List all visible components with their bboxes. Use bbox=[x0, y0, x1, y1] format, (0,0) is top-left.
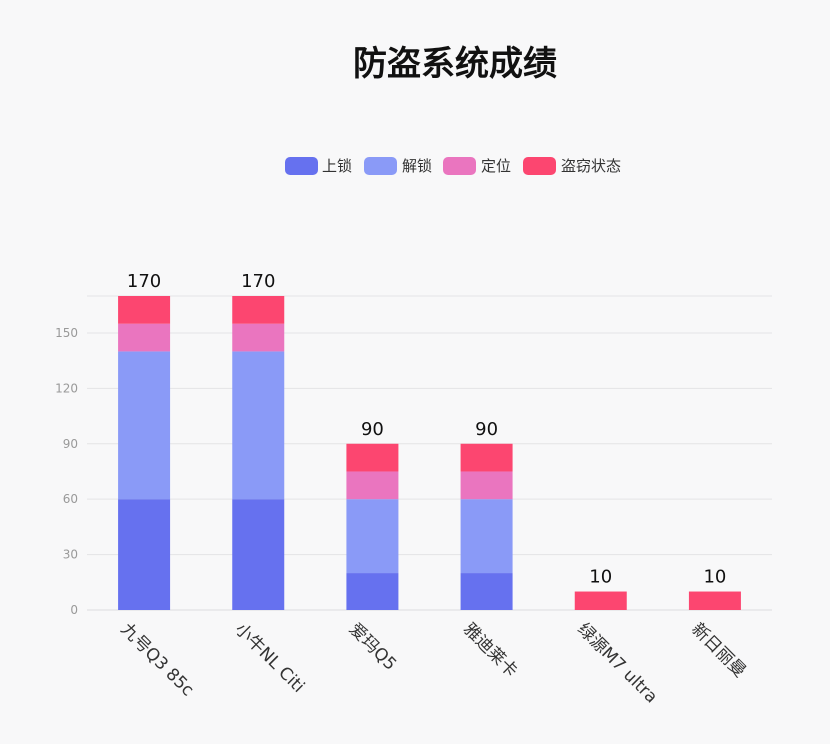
bar-3-3[interactable] bbox=[460, 443, 513, 472]
bar-1-3[interactable] bbox=[232, 296, 285, 324]
x-tick-label-1: 小牛NL Citi bbox=[231, 619, 308, 696]
legend-swatch-0[interactable] bbox=[285, 157, 318, 175]
bar-3-0[interactable] bbox=[460, 573, 513, 610]
y-tick-label-150: 150 bbox=[55, 326, 78, 340]
y-tick-label-30: 30 bbox=[63, 548, 78, 562]
bar-2-3[interactable] bbox=[346, 443, 399, 472]
bars bbox=[118, 296, 741, 610]
total-label-2: 90 bbox=[361, 419, 384, 440]
y-tick-label-120: 120 bbox=[55, 381, 78, 395]
x-tick-label-3: 雅迪莱卡 bbox=[459, 619, 521, 681]
y-tick-label-0: 0 bbox=[70, 603, 78, 617]
legend-label-1[interactable]: 解锁 bbox=[402, 157, 432, 175]
bar-2-1[interactable] bbox=[346, 499, 399, 574]
bar-0-3[interactable] bbox=[118, 296, 171, 324]
bar-0-0[interactable] bbox=[118, 499, 171, 610]
bar-0-1[interactable] bbox=[118, 351, 171, 500]
x-tick-label-2: 爱玛Q5 bbox=[345, 619, 400, 674]
legend-swatch-1[interactable] bbox=[364, 157, 397, 175]
y-tick-label-90: 90 bbox=[63, 437, 78, 451]
x-tick-label-4: 绿源M7 ultra bbox=[573, 619, 661, 707]
bar-3-1[interactable] bbox=[460, 499, 513, 574]
bar-2-2[interactable] bbox=[346, 471, 399, 500]
bar-5-3[interactable] bbox=[688, 591, 741, 610]
bar-1-2[interactable] bbox=[232, 323, 285, 352]
total-label-1: 170 bbox=[241, 271, 275, 292]
bar-1-0[interactable] bbox=[232, 499, 285, 610]
x-tick-label-5: 新日丽曼 bbox=[687, 619, 749, 681]
y-axis: 0 30 60 90 120 150 bbox=[55, 326, 78, 617]
legend-swatch-3[interactable] bbox=[523, 157, 556, 175]
legend-swatch-2[interactable] bbox=[443, 157, 476, 175]
grid bbox=[87, 295, 772, 611]
bar-2-0[interactable] bbox=[346, 573, 399, 610]
bar-1-1[interactable] bbox=[232, 351, 285, 500]
legend-label-0[interactable]: 上锁 bbox=[322, 157, 352, 175]
total-label-0: 170 bbox=[127, 271, 161, 292]
x-axis: 九号Q3 85c 小牛NL Citi 爱玛Q5 雅迪莱卡 绿源M7 ultra 新日丽曼 bbox=[117, 619, 750, 707]
legend-label-2[interactable]: 定位 bbox=[481, 157, 511, 175]
bar-4-3[interactable] bbox=[574, 591, 627, 610]
legend-label-3[interactable]: 盗窃状态 bbox=[561, 157, 621, 175]
total-label-3: 90 bbox=[475, 419, 498, 440]
bar-0-2[interactable] bbox=[118, 323, 171, 352]
total-label-4: 10 bbox=[589, 567, 612, 588]
y-tick-label-60: 60 bbox=[63, 492, 78, 506]
total-label-5: 10 bbox=[703, 567, 726, 588]
total-labels: 170 170 90 90 10 10 bbox=[127, 271, 726, 588]
chart-title: 防盗系统成绩 bbox=[353, 44, 557, 84]
x-tick-label-0: 九号Q3 85c bbox=[117, 619, 198, 700]
bar-3-2[interactable] bbox=[460, 471, 513, 500]
legend: 上锁 解锁 定位 盗窃状态 bbox=[285, 157, 621, 175]
